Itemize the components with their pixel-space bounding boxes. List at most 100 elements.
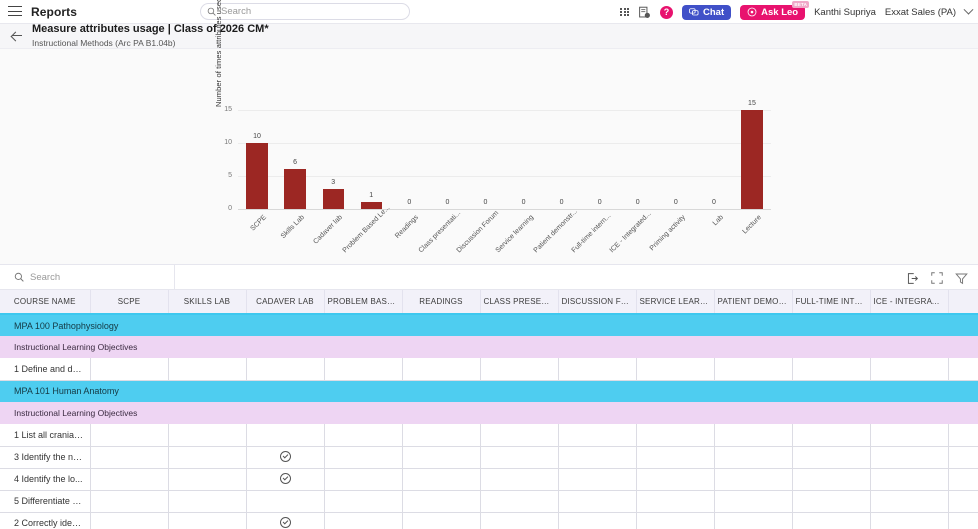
table-cell[interactable] (168, 424, 247, 447)
table-cell[interactable] (714, 358, 793, 381)
table-cell[interactable] (714, 446, 793, 469)
chart-bar[interactable] (322, 189, 344, 209)
section-group-row[interactable]: Instructional Learning Objectives (0, 402, 978, 424)
grid-apps-icon[interactable] (620, 7, 629, 17)
table-column-header[interactable]: SKILLS LAB (168, 290, 247, 315)
table-cell[interactable] (90, 468, 169, 491)
hamburger-menu-icon[interactable] (8, 6, 22, 17)
table-cell[interactable] (870, 490, 949, 513)
chat-button[interactable]: Chat (682, 4, 732, 20)
table-cell[interactable] (90, 512, 169, 529)
table-cell[interactable] (948, 424, 978, 447)
table-cell[interactable] (324, 512, 403, 529)
table-cell[interactable] (792, 512, 871, 529)
table-cell[interactable] (246, 446, 325, 469)
section-group-row[interactable]: Instructional Learning Objectives (0, 336, 978, 358)
report-icon[interactable] (638, 6, 651, 19)
table-row[interactable]: 2 Correctly iden... (0, 512, 978, 529)
table-column-header[interactable]: CLASS PRESENTAT... (480, 290, 559, 315)
table-cell[interactable] (792, 468, 871, 491)
table-cell[interactable] (324, 424, 403, 447)
table-cell[interactable] (636, 358, 715, 381)
chart-bar[interactable] (284, 169, 306, 209)
table-row[interactable]: 3 Identify the na... (0, 446, 978, 469)
table-cell[interactable] (480, 424, 559, 447)
table-cell[interactable] (558, 468, 637, 491)
table-cell[interactable] (558, 358, 637, 381)
table-cell[interactable] (90, 358, 169, 381)
table-cell[interactable] (870, 424, 949, 447)
chart-bar[interactable] (360, 202, 382, 209)
table-cell[interactable] (168, 490, 247, 513)
global-search-input[interactable]: Search (200, 3, 410, 20)
table-cell[interactable] (714, 468, 793, 491)
table-column-header[interactable]: DISCUSSION FORUM (558, 290, 637, 315)
table-cell[interactable] (558, 490, 637, 513)
chart-bar[interactable] (741, 110, 763, 209)
table-cell[interactable] (480, 446, 559, 469)
table-column-header[interactable]: SCPE (90, 290, 169, 315)
chart-bar[interactable] (246, 143, 268, 209)
table-cell[interactable] (324, 468, 403, 491)
table-cell[interactable] (246, 358, 325, 381)
table-cell[interactable] (402, 358, 481, 381)
table-cell[interactable] (480, 490, 559, 513)
course-group-row[interactable]: MPA 101 Human Anatomy (0, 380, 978, 402)
table-cell[interactable] (402, 512, 481, 529)
table-cell[interactable] (402, 424, 481, 447)
table-cell[interactable] (246, 468, 325, 491)
table-column-header[interactable]: ICE - INTEGRATED ... (870, 290, 949, 315)
chevron-down-icon[interactable] (963, 4, 974, 15)
table-column-header[interactable]: CADAVER LAB (246, 290, 325, 315)
table-cell[interactable] (636, 446, 715, 469)
table-cell[interactable] (792, 446, 871, 469)
table-cell[interactable] (90, 424, 169, 447)
table-cell[interactable] (714, 424, 793, 447)
table-cell[interactable] (246, 512, 325, 529)
table-cell[interactable] (948, 358, 978, 381)
table-cell[interactable] (324, 446, 403, 469)
table-cell[interactable] (558, 512, 637, 529)
table-column-header[interactable]: PATIENT DEMONS... (714, 290, 793, 315)
table-cell[interactable] (948, 468, 978, 491)
table-cell[interactable] (402, 446, 481, 469)
table-cell[interactable] (480, 358, 559, 381)
table-cell[interactable] (792, 358, 871, 381)
table-column-header[interactable]: READINGS (402, 290, 481, 315)
filter-icon[interactable] (955, 272, 968, 285)
table-cell[interactable] (402, 468, 481, 491)
table-cell[interactable] (870, 446, 949, 469)
table-row[interactable]: 5 Differentiate b... (0, 490, 978, 513)
ask-leo-button[interactable]: Ask Leo (740, 4, 806, 20)
table-cell[interactable] (402, 490, 481, 513)
table-row[interactable]: 1 Define and de... (0, 358, 978, 381)
table-cell[interactable] (558, 424, 637, 447)
table-cell[interactable] (714, 512, 793, 529)
table-cell[interactable] (636, 468, 715, 491)
table-cell[interactable] (324, 358, 403, 381)
table-cell[interactable] (870, 468, 949, 491)
table-row[interactable]: 1 List all cranial ... (0, 424, 978, 447)
table-cell[interactable] (480, 468, 559, 491)
help-icon[interactable]: ? (660, 5, 673, 19)
table-cell[interactable] (870, 358, 949, 381)
table-column-header[interactable]: FULL-TIME INTERN... (792, 290, 871, 315)
table-cell[interactable] (324, 490, 403, 513)
table-cell[interactable] (246, 490, 325, 513)
table-cell[interactable] (714, 490, 793, 513)
export-icon[interactable] (906, 272, 919, 285)
table-cell[interactable] (792, 490, 871, 513)
table-column-header[interactable]: SERVICE LEARNING (636, 290, 715, 315)
table-row[interactable]: 4 Identify the lo... (0, 468, 978, 491)
table-cell[interactable] (792, 424, 871, 447)
table-cell[interactable] (168, 512, 247, 529)
table-cell[interactable] (870, 512, 949, 529)
table-cell[interactable] (90, 490, 169, 513)
table-cell[interactable] (636, 512, 715, 529)
table-cell[interactable] (90, 446, 169, 469)
table-column-header[interactable]: PRI (948, 290, 978, 315)
table-column-header[interactable]: COURSE NAME (0, 290, 91, 315)
table-search-input[interactable]: Search (0, 264, 175, 290)
table-cell[interactable] (948, 490, 978, 513)
table-cell[interactable] (948, 512, 978, 529)
